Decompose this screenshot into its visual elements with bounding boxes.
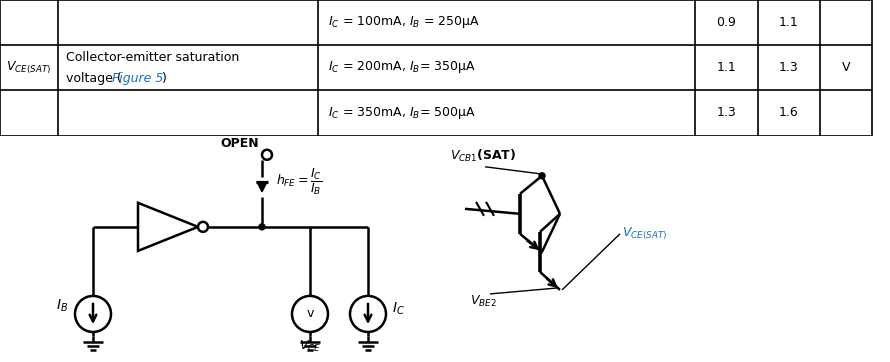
Text: voltage (: voltage (	[66, 72, 122, 85]
Text: $V_{CB1}$(SAT): $V_{CB1}$(SAT)	[450, 148, 516, 164]
Text: $h_{FE} = \dfrac{I_C}{I_B}$: $h_{FE} = \dfrac{I_C}{I_B}$	[276, 167, 322, 197]
Text: 1.1: 1.1	[716, 61, 736, 74]
Text: $V_{CE(SAT)}$: $V_{CE(SAT)}$	[6, 60, 52, 76]
Text: Collector-emitter saturation: Collector-emitter saturation	[66, 51, 239, 64]
Text: V: V	[842, 61, 850, 74]
Text: $I_C$ = 100mA, $I_B$ = 250μA: $I_C$ = 100mA, $I_B$ = 250μA	[328, 14, 480, 30]
Text: 1.3: 1.3	[716, 106, 736, 119]
Text: $I_C$ = 200mA, $I_B$= 350μA: $I_C$ = 200mA, $I_B$= 350μA	[328, 59, 476, 75]
Text: OPEN: OPEN	[221, 137, 259, 150]
Circle shape	[259, 224, 265, 230]
Text: 1.6: 1.6	[779, 106, 799, 119]
Text: $V_{BE2}$: $V_{BE2}$	[470, 294, 497, 309]
Text: $I_C$ = 350mA, $I_B$= 500μA: $I_C$ = 350mA, $I_B$= 500μA	[328, 105, 476, 121]
Text: 0.9: 0.9	[716, 16, 736, 29]
Text: v: v	[306, 307, 313, 320]
Text: 1.1: 1.1	[779, 16, 799, 29]
Text: 1.3: 1.3	[779, 61, 799, 74]
Polygon shape	[257, 182, 267, 192]
Text: $I_B$: $I_B$	[56, 298, 68, 314]
Text: ): )	[162, 72, 167, 85]
Text: $I_C$: $I_C$	[392, 301, 405, 317]
Text: $V_{CE}$: $V_{CE}$	[299, 339, 321, 354]
Text: Figure 5: Figure 5	[112, 72, 164, 85]
Text: $V_{CE(SAT)}$: $V_{CE(SAT)}$	[622, 226, 668, 242]
Circle shape	[539, 173, 545, 179]
